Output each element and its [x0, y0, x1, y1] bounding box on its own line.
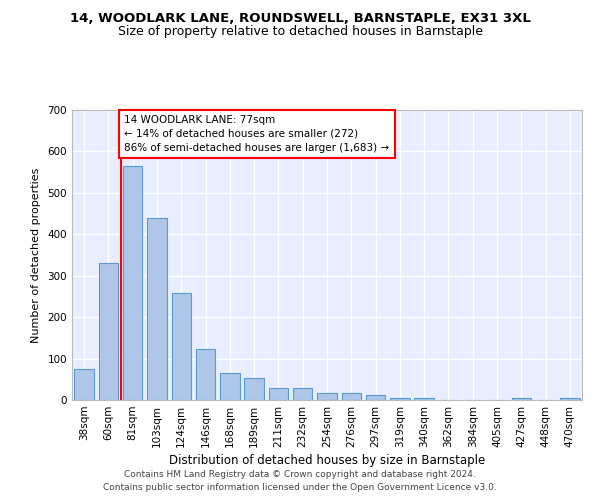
- Bar: [74, 369, 94, 400]
- Bar: [293, 388, 313, 400]
- Bar: [560, 398, 580, 400]
- Bar: [341, 393, 361, 400]
- Text: 14 WOODLARK LANE: 77sqm
← 14% of detached houses are smaller (272)
86% of semi-d: 14 WOODLARK LANE: 77sqm ← 14% of detache…: [124, 115, 389, 153]
- Bar: [269, 388, 288, 400]
- Text: 14, WOODLARK LANE, ROUNDSWELL, BARNSTAPLE, EX31 3XL: 14, WOODLARK LANE, ROUNDSWELL, BARNSTAPL…: [70, 12, 530, 26]
- Y-axis label: Number of detached properties: Number of detached properties: [31, 168, 41, 342]
- Bar: [99, 264, 118, 400]
- Bar: [172, 293, 191, 400]
- Bar: [123, 166, 142, 400]
- Text: Contains HM Land Registry data © Crown copyright and database right 2024.
Contai: Contains HM Land Registry data © Crown c…: [103, 470, 497, 492]
- Bar: [244, 378, 264, 400]
- Bar: [512, 398, 531, 400]
- Bar: [366, 395, 385, 400]
- Bar: [220, 373, 239, 400]
- Bar: [196, 349, 215, 400]
- X-axis label: Distribution of detached houses by size in Barnstaple: Distribution of detached houses by size …: [169, 454, 485, 467]
- Bar: [317, 393, 337, 400]
- Bar: [390, 398, 410, 400]
- Bar: [415, 398, 434, 400]
- Bar: [147, 218, 167, 400]
- Text: Size of property relative to detached houses in Barnstaple: Size of property relative to detached ho…: [118, 25, 482, 38]
